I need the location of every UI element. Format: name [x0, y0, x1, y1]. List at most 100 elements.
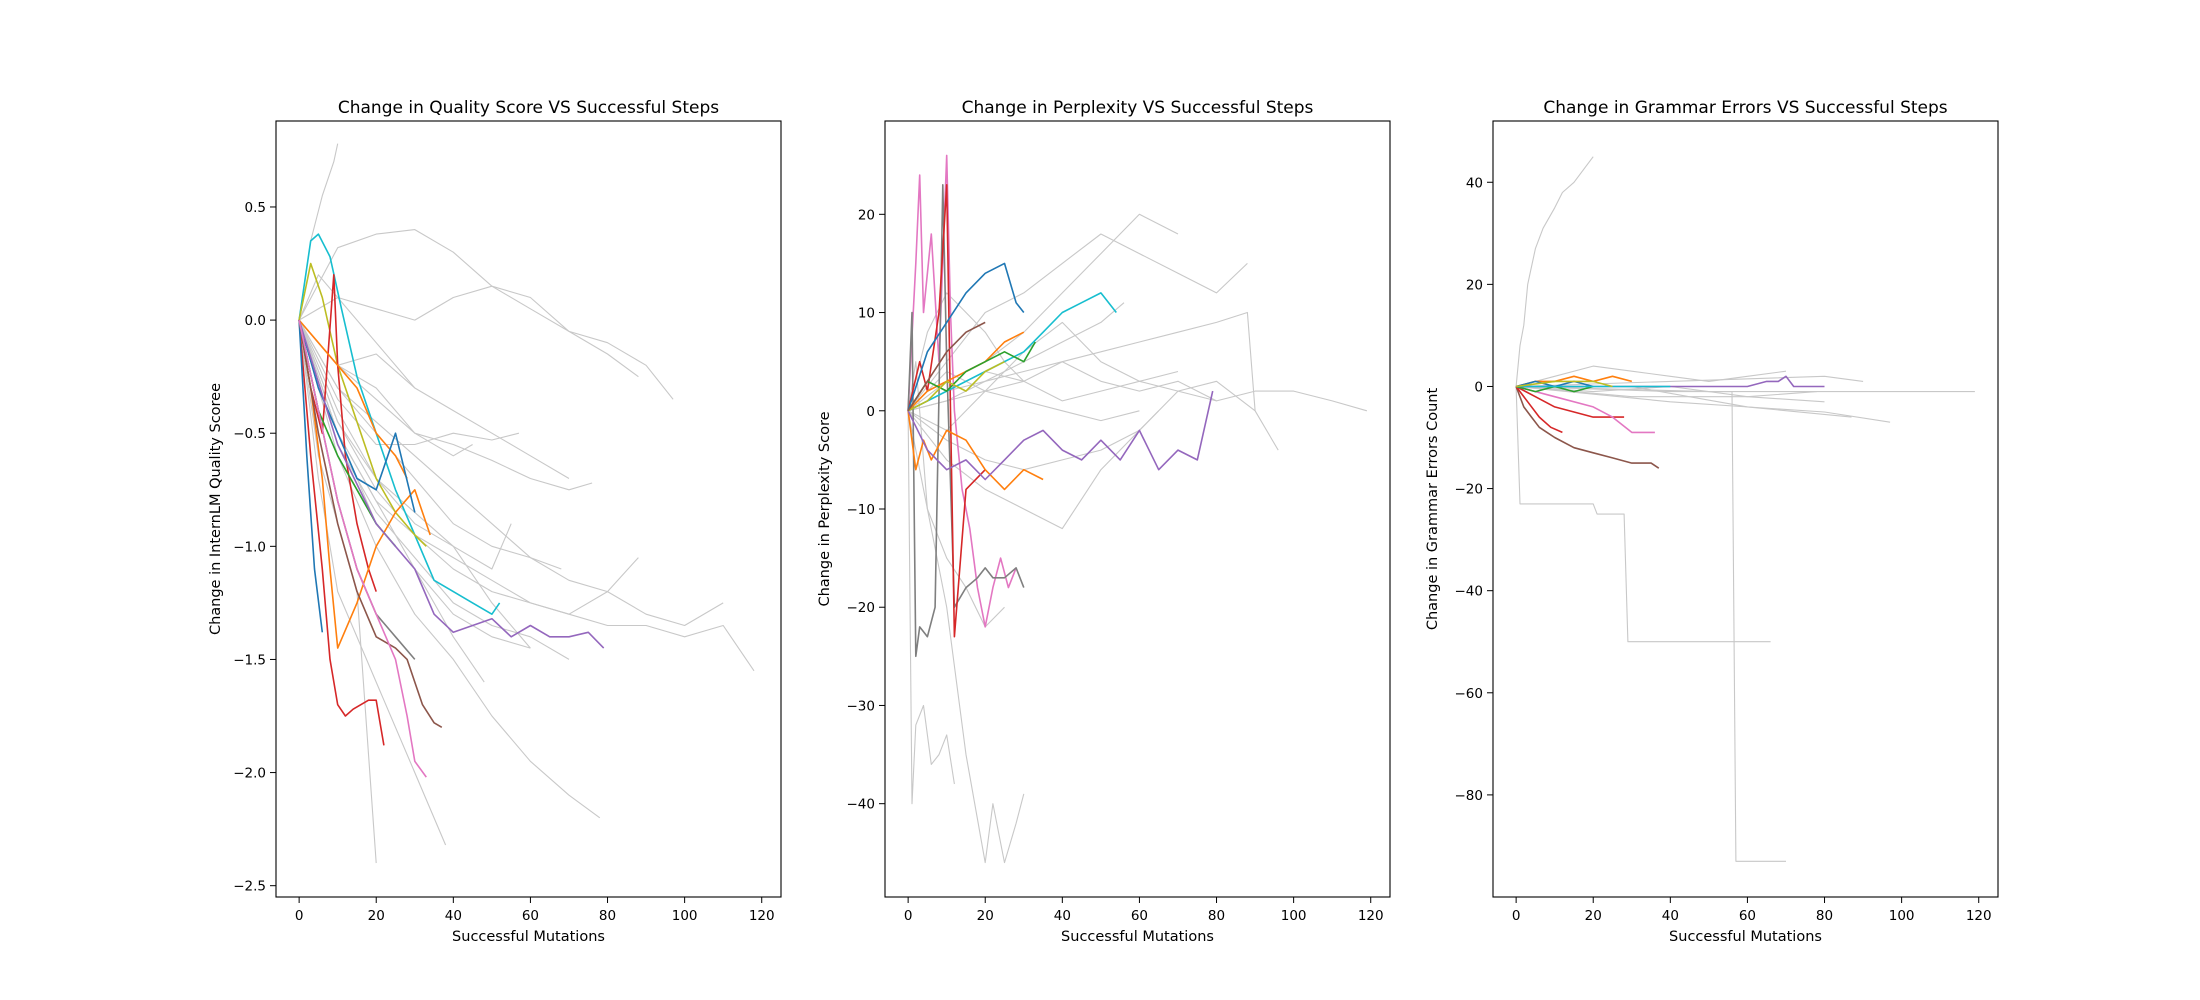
x-tick-label: 80 [599, 908, 616, 924]
background-series-line [907, 361, 1368, 412]
background-series-line [298, 319, 639, 615]
background-series-line [907, 410, 1160, 530]
series-line [907, 184, 1025, 658]
background-series-line [1515, 156, 1594, 387]
y-tick-label: 0 [1474, 379, 1483, 395]
series-line [1515, 380, 1613, 388]
background-series-line [907, 380, 1279, 471]
y-axis-label: Change in Grammar Errors Count [1425, 388, 1441, 631]
y-axis-label: Change in InternLM Quality Scoree [208, 383, 224, 635]
background-series-line [907, 321, 1179, 431]
y-tick-label: −2.5 [233, 879, 266, 895]
x-tick-label: 80 [1208, 908, 1225, 924]
series-line [907, 341, 1036, 412]
y-tick-label: −10 [847, 502, 876, 518]
background-series-line [298, 285, 639, 378]
y-tick-label: 20 [858, 207, 875, 223]
background-series-line [298, 274, 416, 389]
y-tick-label: −60 [1455, 686, 1484, 702]
x-tick-label: 100 [1889, 908, 1915, 924]
chart-title: Change in Perplexity VS Successful Steps [962, 98, 1314, 118]
x-tick-label: 60 [1131, 908, 1148, 924]
background-series-line [298, 319, 562, 570]
chart-title: Change in Quality Score VS Successful St… [338, 98, 719, 118]
x-tick-label: 120 [749, 908, 775, 924]
background-series-line [907, 233, 1248, 412]
x-tick-label: 100 [672, 908, 698, 924]
series-line [298, 320, 385, 746]
series-line [1515, 386, 1563, 434]
y-tick-label: −40 [1455, 584, 1484, 600]
y-tick-label: 40 [1466, 175, 1483, 191]
background-series-line [298, 319, 601, 819]
background-series-line [1516, 385, 1786, 862]
series-line [907, 292, 1117, 412]
series-line [907, 262, 1025, 412]
y-tick-label: −40 [847, 797, 876, 813]
series-line [298, 319, 427, 778]
x-tick-label: 40 [1054, 908, 1071, 924]
series-line [907, 184, 986, 638]
y-tick-label: −30 [847, 698, 876, 714]
series-line [298, 319, 431, 649]
y-tick-label: −80 [1455, 788, 1484, 804]
series-line [907, 410, 1044, 491]
y-tick-label: −0.5 [233, 426, 266, 442]
series-line [907, 390, 1214, 481]
plot-area [1515, 156, 1975, 862]
x-tick-label: 100 [1281, 908, 1307, 924]
x-tick-label: 120 [1358, 908, 1384, 924]
x-tick-label: 40 [445, 908, 462, 924]
background-series-line [1516, 375, 1864, 388]
series-line [907, 360, 1005, 412]
x-tick-label: 40 [1662, 908, 1679, 924]
y-tick-label: −1.5 [233, 652, 266, 668]
y-tick-label: −20 [1455, 482, 1484, 498]
background-series-line [907, 390, 1140, 422]
plot-area [907, 154, 1368, 864]
series-line [1515, 385, 1655, 434]
background-series-line [907, 410, 1005, 628]
x-tick-label: 120 [1966, 908, 1992, 924]
y-tick-label: 0.5 [245, 200, 266, 216]
x-tick-label: 20 [368, 908, 385, 924]
background-series-line [298, 319, 570, 479]
y-axis-label: Change in Perplexity Score [817, 411, 833, 606]
background-series-line [298, 319, 724, 627]
axes-frame [275, 120, 782, 898]
background-series-line [298, 320, 447, 846]
series-line [907, 321, 986, 412]
perplexity-panel: 0 20 40 60 80 100 120 −40 −30 −20 −10 0 10 20 Change i… [817, 98, 1391, 945]
series-line [1515, 386, 1660, 469]
series-line [907, 154, 1017, 628]
y-tick-label: 0 [866, 404, 875, 420]
y-tick-label: 0.0 [245, 313, 266, 329]
series-line [298, 262, 427, 547]
x-tick-label: 20 [977, 908, 994, 924]
background-series-line [298, 319, 593, 491]
x-axis-label: Successful Mutations [452, 929, 605, 945]
grammar-errors-panel: 0 20 40 60 80 100 120 −80 −60 −40 −20 0 20 40 Change i… [1425, 98, 1999, 945]
background-series-line [298, 319, 512, 570]
background-series-line [1515, 386, 1771, 643]
series-line [298, 319, 408, 479]
plot-area [298, 143, 755, 864]
x-axis-label: Successful Mutations [1061, 929, 1214, 945]
y-tick-label: −2.0 [233, 766, 266, 782]
x-tick-label: 0 [904, 908, 913, 924]
series-line [298, 319, 605, 649]
background-series-line [1515, 365, 1787, 388]
axes-frame [884, 120, 1391, 898]
x-tick-label: 20 [1585, 908, 1602, 924]
background-series-line [298, 229, 674, 400]
background-series-line [298, 319, 755, 672]
axes-frame [1492, 120, 1999, 898]
chart-title: Change in Grammar Errors VS Successful S… [1543, 98, 1947, 118]
x-tick-label: 0 [1512, 908, 1521, 924]
x-tick-label: 60 [522, 908, 539, 924]
y-tick-label: 10 [858, 306, 875, 322]
x-tick-label: 0 [295, 908, 304, 924]
background-series-line [907, 410, 955, 805]
quality-score-panel: 0 20 40 60 80 100 120 −2.5 −2.0 −1.5 −1.0 −0.5 0.0 0.… [208, 98, 782, 945]
